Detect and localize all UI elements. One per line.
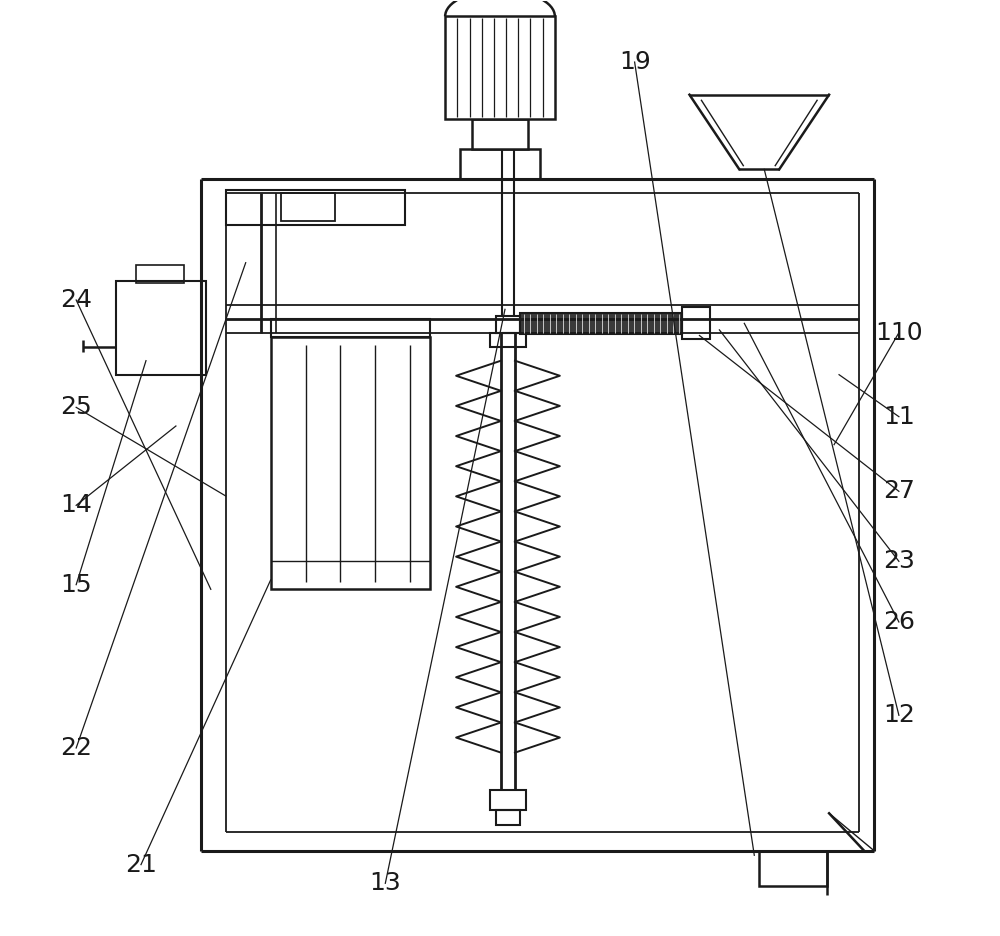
Text: 11: 11 <box>883 404 915 429</box>
Text: 110: 110 <box>875 321 923 344</box>
Bar <box>226 190 405 226</box>
Text: 12: 12 <box>883 703 915 727</box>
Text: 27: 27 <box>883 479 915 504</box>
Bar <box>271 337 430 590</box>
Bar <box>271 318 430 337</box>
Text: 14: 14 <box>60 493 92 518</box>
Bar <box>281 193 335 221</box>
Bar <box>496 315 520 332</box>
Text: 23: 23 <box>883 549 915 574</box>
Text: 15: 15 <box>60 573 92 596</box>
Bar <box>682 308 710 339</box>
Text: 21: 21 <box>125 853 157 877</box>
Bar <box>496 811 520 826</box>
Text: 24: 24 <box>60 288 92 312</box>
Text: 13: 13 <box>369 871 401 895</box>
Bar <box>520 313 682 333</box>
Bar <box>759 851 827 886</box>
Bar <box>490 790 526 811</box>
Bar <box>460 149 540 179</box>
Text: 25: 25 <box>60 395 92 419</box>
Bar <box>472 119 528 149</box>
Text: 26: 26 <box>883 610 915 634</box>
Bar <box>445 16 555 119</box>
Text: 22: 22 <box>60 736 92 760</box>
Bar <box>116 282 206 374</box>
Text: 19: 19 <box>619 50 650 74</box>
Bar <box>490 332 526 346</box>
Bar <box>136 265 184 284</box>
